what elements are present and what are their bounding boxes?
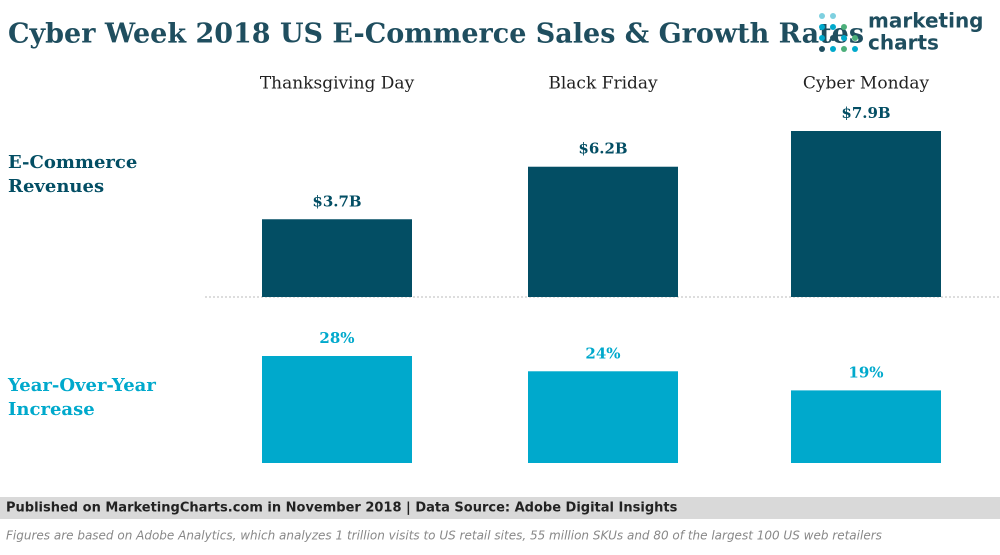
logo-dots — [819, 13, 858, 52]
value-label: 28% — [319, 329, 354, 347]
value-label: 24% — [585, 344, 620, 362]
value-label: $7.9B — [841, 104, 890, 122]
value-label: 19% — [848, 363, 883, 381]
row-label: Year-Over-Year — [7, 375, 156, 396]
logo-text: charts — [868, 31, 939, 55]
value-label: $6.2B — [578, 140, 627, 158]
row-label: Increase — [8, 399, 95, 420]
footer-note: Figures are based on Adobe Analytics, wh… — [6, 529, 882, 543]
footer-source: Published on MarketingCharts.com in Nove… — [6, 501, 678, 516]
logo-text: marketing — [868, 9, 984, 33]
category-label: Thanksgiving Day — [260, 74, 415, 94]
row-label: E-Commerce — [8, 152, 137, 173]
bar — [791, 390, 941, 463]
bar — [528, 166, 678, 297]
bar — [528, 371, 678, 463]
category-label: Cyber Monday — [803, 74, 930, 94]
category-label: Black Friday — [548, 74, 658, 94]
chart-title: Cyber Week 2018 US E-Commerce Sales & Gr… — [8, 19, 864, 50]
bar — [262, 356, 412, 463]
row-label: Revenues — [8, 176, 104, 197]
bar — [262, 219, 412, 297]
value-label: $3.7B — [312, 192, 361, 210]
footer-bar — [0, 497, 1000, 519]
bar — [791, 131, 941, 297]
